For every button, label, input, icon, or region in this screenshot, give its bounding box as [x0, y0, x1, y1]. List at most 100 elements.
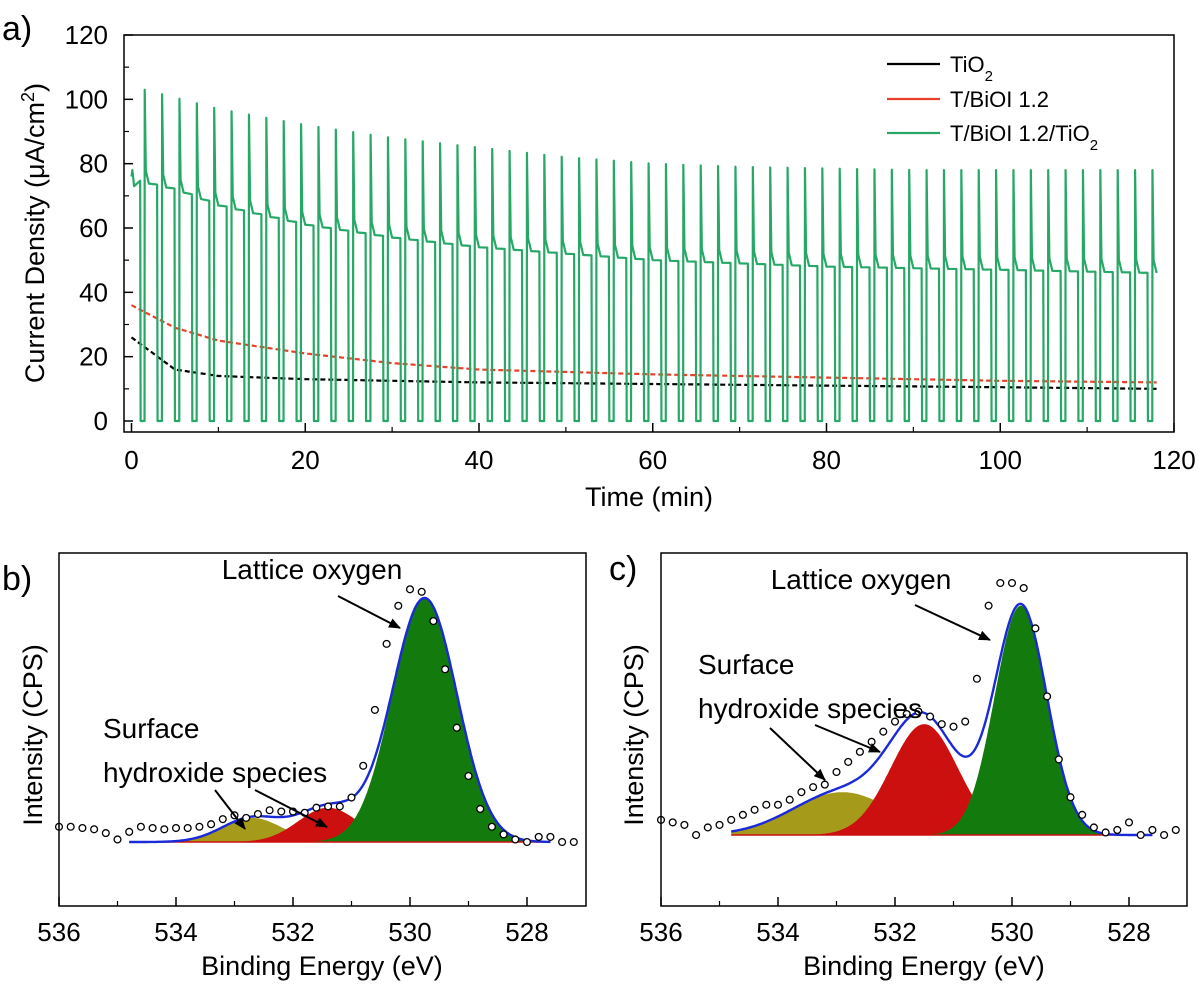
data-point [727, 815, 736, 824]
data-point [429, 616, 438, 626]
panel-b-label: b) [2, 560, 32, 598]
data-point [242, 813, 251, 822]
data-point [487, 822, 496, 831]
envelope-fit-line [129, 596, 551, 844]
x-tick-label: 536 [37, 917, 80, 947]
data-point [762, 800, 771, 809]
peak-hydroxide-2 [129, 807, 551, 842]
data-point [101, 829, 110, 838]
data-point [312, 803, 321, 812]
data-point [797, 788, 806, 797]
data-point [1148, 825, 1157, 835]
c-lattice-oxygen-label: Lattice oxygen [771, 564, 952, 595]
a-y-tick-label: 0 [94, 406, 108, 436]
x-tick-label: 528 [505, 917, 548, 947]
peak-lattice-oxygen [731, 605, 1153, 835]
data-point [160, 825, 169, 834]
c-x-axis-label: Binding Energy (eV) [803, 951, 1045, 981]
data-point [1066, 793, 1075, 802]
data-point [1160, 830, 1169, 840]
b-surface-arrow-1 [214, 789, 246, 830]
panel-c-label: c) [609, 550, 637, 588]
legend-entry-tio2: TiO2 [950, 52, 993, 85]
data-point [902, 709, 911, 719]
data-point [1019, 583, 1028, 593]
legend-entry-tbioi: T/BiOI 1.2 [950, 87, 1049, 112]
a-x-tick-label: 40 [465, 445, 494, 475]
data-point [984, 601, 993, 610]
data-point [832, 767, 841, 777]
data-point [359, 761, 368, 770]
data-point [855, 747, 864, 756]
data-point [78, 823, 87, 833]
c-surface-label-line1: Surface [698, 649, 795, 680]
c-spectrum-group [656, 578, 1180, 840]
data-point [324, 802, 333, 811]
data-point [113, 835, 122, 844]
data-point [668, 818, 677, 827]
x-tick-label: 532 [271, 917, 314, 947]
a-x-tick-label: 20 [291, 445, 320, 475]
data-point [1078, 810, 1087, 819]
b-y-axis-label: Intensity (CPS) [18, 644, 48, 826]
legend-entry-tbioi-tio2: T/BiOI 1.2/TiO2 [950, 121, 1098, 154]
data-point [1113, 825, 1122, 835]
a-x-tick-label: 60 [638, 445, 667, 475]
data-point [347, 793, 356, 802]
data-point [890, 717, 900, 726]
data-point [785, 795, 794, 804]
data-point [715, 820, 724, 829]
a-y-tick-label: 40 [79, 277, 108, 307]
x-tick-label: 534 [154, 917, 197, 947]
data-point [972, 674, 981, 683]
data-point [499, 830, 508, 839]
data-point [703, 823, 712, 832]
panel-a-chart: a) 0 20 40 60 80 100 120 0 20 40 60 80 100 120 Time (… [2, 10, 1196, 512]
data-point [476, 804, 485, 814]
data-point [534, 832, 543, 841]
data-point [417, 587, 426, 596]
a-axis-ticks: 0 20 40 60 80 100 120 0 20 40 60 80 100 120 [65, 20, 1196, 475]
data-point [809, 783, 818, 792]
data-point [335, 802, 344, 811]
c-surface-arrow-2 [814, 724, 881, 753]
a-plot-frame [123, 34, 1175, 433]
data-point [926, 712, 935, 721]
data-point [148, 823, 157, 833]
b-lattice-oxygen-arrow [337, 595, 401, 629]
c-y-axis-label: Intensity (CPS) [619, 644, 649, 826]
data-point [750, 805, 759, 814]
data-point [569, 837, 578, 847]
data-point [183, 823, 192, 833]
data-point [171, 823, 181, 833]
a-x-axis-label: Time (min) [585, 482, 713, 512]
peak-hydroxide-1 [731, 792, 1153, 835]
data-point [914, 707, 923, 716]
data-point [996, 578, 1005, 588]
data-point [546, 832, 555, 841]
data-point [773, 800, 783, 809]
data-point [867, 737, 876, 746]
data-point [125, 827, 134, 836]
data-point [738, 810, 747, 819]
a-x-tick-label: 0 [124, 445, 138, 475]
c-axis-ticks: 536 534 532 530 528 [639, 897, 1151, 947]
a-x-tick-label: 120 [1152, 445, 1195, 475]
a-legend: TiO2 T/BiOI 1.2 T/BiOI 1.2/TiO2 [887, 52, 1098, 154]
x-tick-label: 528 [1107, 917, 1150, 947]
data-point [1031, 624, 1040, 633]
panel-a-label: a) [2, 10, 32, 48]
data-point [90, 825, 99, 834]
peak-hydroxide-2 [731, 724, 1153, 835]
a-y-axis-label: Current Density (μA/cm2) [18, 83, 50, 383]
data-point [820, 780, 829, 789]
c-lattice-oxygen-arrow [914, 604, 991, 641]
data-point [1054, 755, 1063, 764]
c-surface-label-line2: hydroxide species [698, 693, 922, 724]
data-point [66, 822, 75, 831]
a-y-tick-label: 100 [65, 84, 108, 114]
data-point [265, 806, 274, 815]
a-y-tick-label: 60 [79, 213, 108, 243]
b-plot-frame [58, 552, 587, 907]
